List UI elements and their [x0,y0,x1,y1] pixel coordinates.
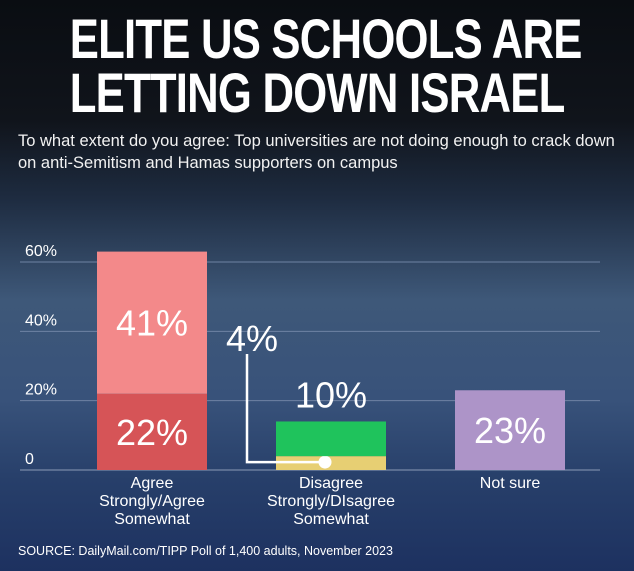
source-note: SOURCE: DailyMail.com/TIPP Poll of 1,400… [18,544,393,558]
data-label: 10% [295,374,367,415]
data-label: 41% [116,303,188,344]
y-tick-label: 20% [25,382,57,399]
y-tick-label: 60% [25,243,57,260]
x-category-label: Strongly/Agree [99,493,205,510]
y-tick-label: 0 [25,451,34,468]
x-category-label: Agree [131,475,174,492]
callout-line [245,354,325,464]
callout-dot [318,455,332,469]
bar-segment [97,251,207,394]
bar-segment [276,421,386,457]
bar-segment [455,390,565,470]
data-label: 22% [116,412,188,453]
x-category-label: Somewhat [114,511,190,528]
headline-line-2: LETTING DOWN ISRAEL [69,61,566,124]
bar-segment [97,393,207,470]
headline-line-1: ELITE US SCHOOLS ARE [69,7,583,70]
data-label: 4% [226,318,278,359]
x-category-label: Strongly/DIsagree [267,493,395,510]
x-category-label: Somewhat [293,511,369,528]
x-category-label: Disagree [299,475,363,492]
x-category-label: Not sure [480,475,541,492]
y-tick-label: 40% [25,312,57,329]
data-label: 23% [474,410,546,451]
chart-subtitle: To what extent do you agree: Top univers… [18,132,615,172]
